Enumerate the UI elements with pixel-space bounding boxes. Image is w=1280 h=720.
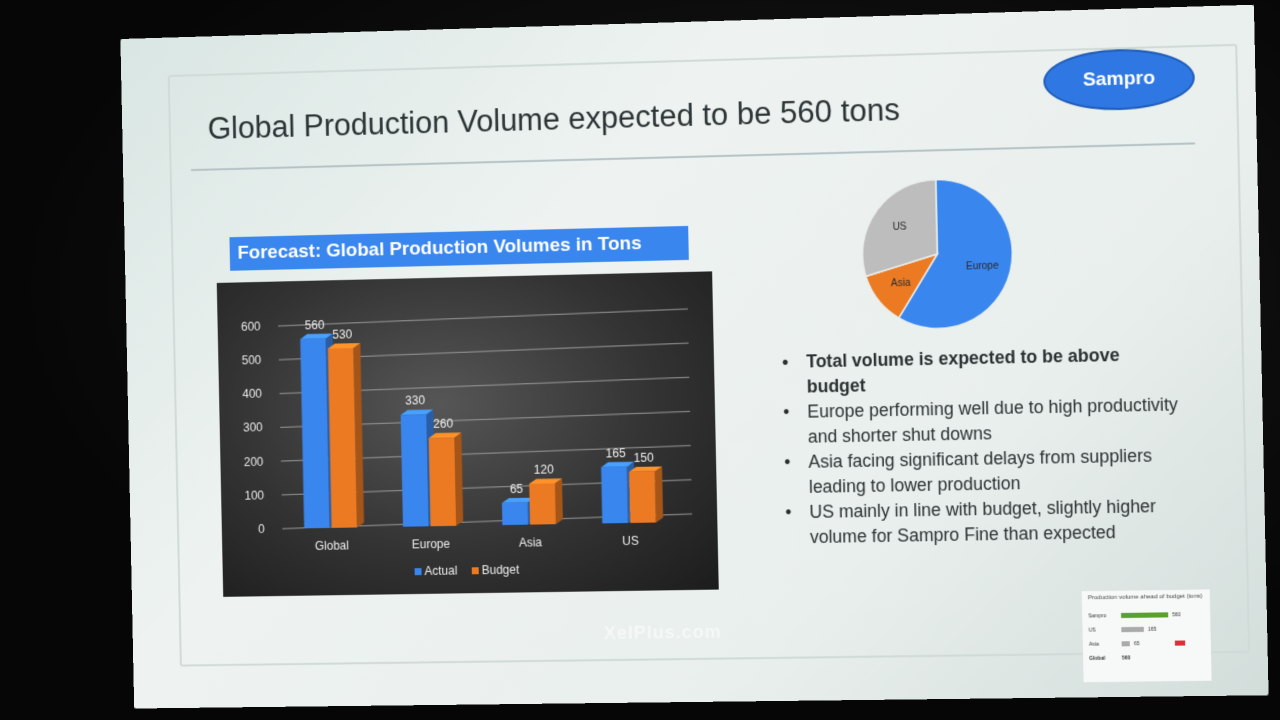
x-tick-label: Global: [315, 538, 349, 553]
legend-swatch: [472, 567, 479, 574]
thumbnail-title: Production volume ahead of budget (tons): [1088, 594, 1203, 602]
pie-label: US: [893, 222, 908, 234]
pie-chart: Europe Asia US: [855, 171, 1020, 336]
presentation-slide: Global Production Volume expected to be …: [120, 5, 1268, 709]
thumbnail-row-label: Global: [1089, 656, 1105, 662]
y-tick-label: 0: [258, 522, 265, 536]
thumbnail-value: 560: [1172, 612, 1181, 618]
thumbnail-bar: [1121, 627, 1144, 632]
bar-actual: [401, 414, 429, 526]
bullet-item: Europe performing well due to high produ…: [779, 392, 1186, 449]
data-label: 120: [534, 462, 555, 476]
bullet-list: Total volume is expected to be above bud…: [778, 341, 1188, 550]
gridline: [278, 309, 688, 326]
thumbnail-value: 65: [1134, 641, 1140, 647]
data-label: 150: [634, 450, 655, 464]
thumbnail-bar: [1122, 641, 1130, 646]
pie-label: Asia: [891, 277, 911, 289]
watermark: XelPlus.com: [604, 622, 722, 645]
thumbnail-row-label: Asia: [1089, 642, 1099, 648]
x-tick-label: Europe: [412, 537, 451, 552]
legend-swatch: [415, 568, 422, 575]
bullet-item: Asia facing significant delays from supp…: [780, 443, 1187, 500]
thumbnail-bar-negative: [1175, 640, 1185, 645]
bar-side: [555, 478, 563, 524]
bar-side: [655, 466, 663, 522]
bar-budget: [529, 483, 556, 524]
data-label: 165: [606, 446, 627, 460]
forecast-title: Forecast: Global Production Volumes in T…: [237, 233, 641, 265]
bar-chart: 0 100 200 300 400 500 600 560 530 Global 330 260 Eur…: [217, 271, 719, 597]
bar-chart-svg: 0 100 200 300 400 500 600 560 530 Global 330 260 Eur…: [217, 271, 719, 597]
x-tick-label: US: [622, 534, 639, 548]
thumbnail-bar: [1121, 612, 1168, 618]
thumbnail-row-label: Sampro: [1088, 613, 1106, 619]
brand-label: Sampro: [1083, 67, 1156, 91]
pie-chart-svg: Europe Asia US: [855, 171, 1020, 336]
y-tick-label: 500: [242, 353, 262, 367]
y-tick-label: 200: [244, 454, 264, 468]
data-label: 65: [510, 482, 524, 496]
x-tick-label: Asia: [519, 535, 543, 549]
bar-budget: [328, 348, 357, 528]
bullet-item: Total volume is expected to be above bud…: [778, 341, 1185, 399]
bar-actual: [601, 467, 628, 524]
data-label: 260: [433, 417, 453, 431]
thumbnail-row-label: US: [1089, 627, 1096, 633]
thumbnail-chart: Production volume ahead of budget (tons)…: [1082, 589, 1212, 682]
data-label: 530: [332, 327, 352, 341]
legend-label: Actual: [424, 564, 457, 579]
bar-budget: [429, 438, 456, 527]
y-tick-label: 400: [242, 387, 262, 401]
pie-label: Europe: [966, 260, 999, 272]
bullet-item: US mainly in line with budget, slightly …: [781, 493, 1188, 549]
thumbnail-value: 560: [1122, 655, 1131, 661]
data-label: 330: [405, 393, 425, 407]
bar-actual: [502, 503, 528, 526]
y-tick-label: 300: [243, 421, 263, 435]
data-label: 560: [305, 318, 325, 332]
legend-label: Budget: [482, 563, 521, 578]
bar-actual: [300, 339, 329, 529]
thumbnail-value: 165: [1148, 627, 1157, 633]
y-tick-label: 600: [241, 319, 261, 333]
bar-budget: [629, 471, 656, 523]
y-tick-label: 100: [244, 488, 264, 502]
